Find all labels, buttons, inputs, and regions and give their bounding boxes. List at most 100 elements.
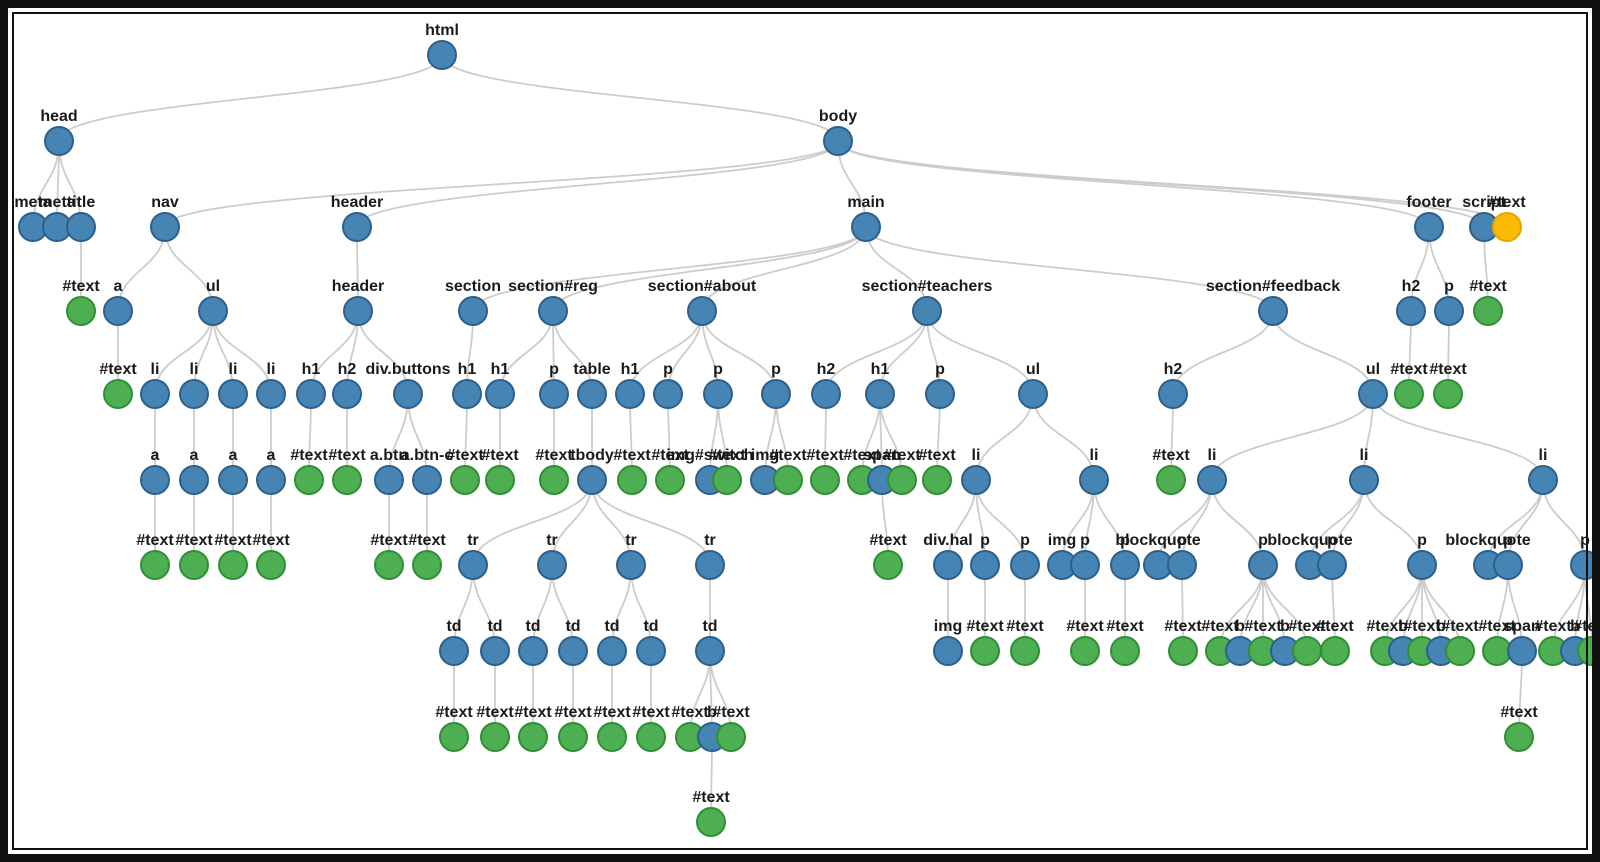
tree-node-a[interactable]: [103, 296, 133, 326]
tree-node-tbody[interactable]: [577, 465, 607, 495]
tree-node-#text[interactable]: [1110, 636, 1140, 666]
tree-node-h1[interactable]: [865, 379, 895, 409]
tree-node-td[interactable]: [558, 636, 588, 666]
tree-node-tr[interactable]: [616, 550, 646, 580]
tree-node-title[interactable]: [66, 212, 96, 242]
tree-node-a.btnc[interactable]: [412, 465, 442, 495]
tree-node-td[interactable]: [439, 636, 469, 666]
tree-node-td[interactable]: [636, 636, 666, 666]
tree-node-#text[interactable]: [773, 465, 803, 495]
tree-node-li[interactable]: [1079, 465, 1109, 495]
tree-node-p[interactable]: [1110, 550, 1140, 580]
tree-node-ul[interactable]: [198, 296, 228, 326]
tree-node-table[interactable]: [577, 379, 607, 409]
tree-node-#text[interactable]: [887, 465, 917, 495]
tree-node-li[interactable]: [218, 379, 248, 409]
tree-node-#text[interactable]: [1320, 636, 1350, 666]
tree-node-#text[interactable]: [1156, 465, 1186, 495]
tree-node-#text[interactable]: [485, 465, 515, 495]
tree-node-td[interactable]: [597, 636, 627, 666]
tree-node-#text[interactable]: [1482, 636, 1512, 666]
tree-node-#text[interactable]: [712, 465, 742, 495]
tree-node-#text[interactable]: [1010, 636, 1040, 666]
tree-node-tr[interactable]: [458, 550, 488, 580]
tree-node-#text[interactable]: [140, 550, 170, 580]
tree-node-#text[interactable]: [873, 550, 903, 580]
tree-node-tr[interactable]: [695, 550, 725, 580]
tree-node-#text[interactable]: [332, 465, 362, 495]
tree-node-a[interactable]: [256, 465, 286, 495]
tree-node-span[interactable]: [1507, 636, 1537, 666]
tree-node-a.btn[interactable]: [374, 465, 404, 495]
tree-node-p[interactable]: [539, 379, 569, 409]
tree-node-header[interactable]: [343, 296, 373, 326]
tree-node-#text[interactable]: [256, 550, 286, 580]
tree-node-#text[interactable]: [179, 550, 209, 580]
tree-node-#text[interactable]: [922, 465, 952, 495]
tree-node-#text[interactable]: [810, 465, 840, 495]
tree-node-#text[interactable]: [558, 722, 588, 752]
tree-node-main[interactable]: [851, 212, 881, 242]
tree-node-li[interactable]: [140, 379, 170, 409]
tree-node-tr[interactable]: [537, 550, 567, 580]
tree-node-li[interactable]: [1349, 465, 1379, 495]
tree-node-section[interactable]: [458, 296, 488, 326]
tree-node-#text[interactable]: [597, 722, 627, 752]
tree-node-p[interactable]: [1317, 550, 1347, 580]
tree-node-p[interactable]: [703, 379, 733, 409]
tree-node-body[interactable]: [823, 126, 853, 156]
tree-node-#text[interactable]: [1504, 722, 1534, 752]
tree-node-#text[interactable]: [655, 465, 685, 495]
tree-node-li[interactable]: [179, 379, 209, 409]
tree-node-html[interactable]: [427, 40, 457, 70]
tree-node-#text[interactable]: [636, 722, 666, 752]
tree-node-p[interactable]: [1010, 550, 1040, 580]
tree-node-#text[interactable]: [103, 379, 133, 409]
tree-node-#text[interactable]: [1473, 296, 1503, 326]
tree-node-li[interactable]: [256, 379, 286, 409]
tree-node-td[interactable]: [518, 636, 548, 666]
tree-node-#text[interactable]: [66, 296, 96, 326]
tree-node-a[interactable]: [218, 465, 248, 495]
tree-node-#text[interactable]: [1445, 636, 1475, 666]
tree-node-#text[interactable]: [1292, 636, 1322, 666]
tree-node-td[interactable]: [480, 636, 510, 666]
tree-node-h1[interactable]: [615, 379, 645, 409]
tree-node-p[interactable]: [1070, 550, 1100, 580]
tree-node-#text[interactable]: [439, 722, 469, 752]
tree-node-p[interactable]: [925, 379, 955, 409]
tree-node-p[interactable]: [1407, 550, 1437, 580]
tree-node-h1[interactable]: [296, 379, 326, 409]
tree-node-#text[interactable]: [294, 465, 324, 495]
tree-node-h2[interactable]: [811, 379, 841, 409]
tree-node-td[interactable]: [695, 636, 725, 666]
tree-node-li[interactable]: [1528, 465, 1558, 495]
tree-node-ul[interactable]: [1018, 379, 1048, 409]
tree-node-#text[interactable]: [450, 465, 480, 495]
tree-node-p[interactable]: [1248, 550, 1278, 580]
tree-node-#text[interactable]: [374, 550, 404, 580]
tree-node-#text[interactable]: [1168, 636, 1198, 666]
tree-node-#text[interactable]: [1492, 212, 1522, 242]
tree-node-li[interactable]: [961, 465, 991, 495]
tree-node-p[interactable]: [1493, 550, 1523, 580]
tree-node-a[interactable]: [140, 465, 170, 495]
tree-node-h2[interactable]: [332, 379, 362, 409]
tree-node-#text[interactable]: [480, 722, 510, 752]
tree-node-#text[interactable]: [539, 465, 569, 495]
tree-node-p[interactable]: [970, 550, 1000, 580]
tree-node-p[interactable]: [1167, 550, 1197, 580]
tree-node-section#about[interactable]: [687, 296, 717, 326]
tree-node-h2[interactable]: [1158, 379, 1188, 409]
tree-node-#text[interactable]: [218, 550, 248, 580]
tree-node-header[interactable]: [342, 212, 372, 242]
tree-node-#text[interactable]: [1394, 379, 1424, 409]
tree-node-head[interactable]: [44, 126, 74, 156]
tree-node-ul[interactable]: [1358, 379, 1388, 409]
tree-node-#text[interactable]: [970, 636, 1000, 666]
tree-node-a[interactable]: [179, 465, 209, 495]
tree-node-section#teachers[interactable]: [912, 296, 942, 326]
tree-node-#text[interactable]: [1433, 379, 1463, 409]
tree-node-p[interactable]: [653, 379, 683, 409]
tree-node-#text[interactable]: [716, 722, 746, 752]
